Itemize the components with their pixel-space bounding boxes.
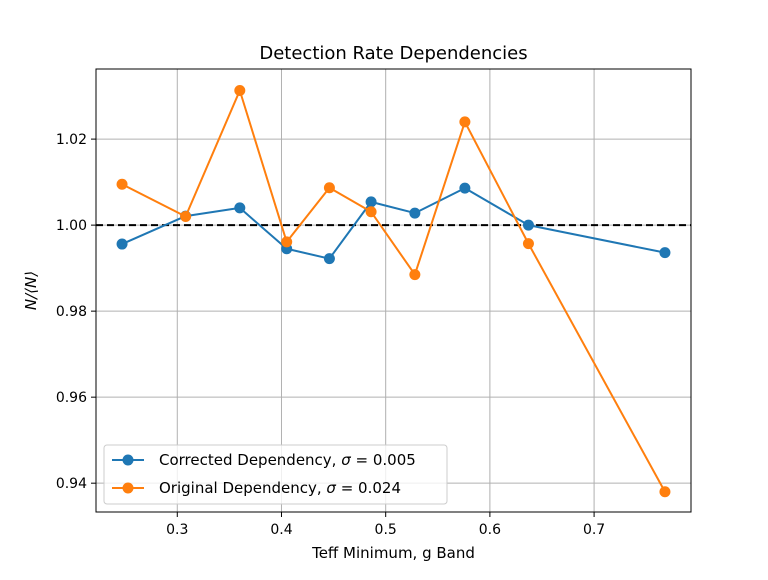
x-tick-label: 0.7 [583,522,605,538]
plot-area-frame [95,68,692,513]
data-point-original [365,206,377,218]
data-point-original [459,116,471,128]
data-point-original [323,182,335,194]
legend-label-corrected: Corrected Dependency, σ = 0.005 [159,451,416,469]
legend-marker-original [122,482,134,494]
legend-label-original-value: = 0.024 [336,479,401,497]
data-point-corrected [522,219,534,231]
y-axis-label: N/⟨N⟩ [22,271,40,310]
data-point-corrected [234,202,246,214]
y-tick-label: 1.02 [56,132,87,148]
legend-label-corrected-value: = 0.005 [351,451,416,469]
data-point-corrected [365,196,377,208]
series-original [116,85,671,498]
series-line-original [121,89,666,493]
data-point-corrected [459,182,471,194]
series-group [116,85,671,498]
legend-label-original-sigma: σ [326,479,336,497]
x-tick-label: 0.6 [479,522,501,538]
legend-label-original: Original Dependency, σ = 0.024 [159,479,401,497]
legend-marker-corrected [122,454,134,466]
x-tick-label: 0.4 [270,522,292,538]
data-point-original [281,236,293,248]
series-line-corrected [121,187,666,260]
x-tick-label: 0.3 [166,522,188,538]
data-point-corrected [323,253,335,265]
legend-box [103,444,448,505]
y-tick-label: 0.96 [56,390,87,406]
data-point-corrected [659,247,671,259]
x-axis-label: Teff Minimum, g Band [311,544,475,562]
x-tick-label: 0.5 [375,522,397,538]
data-point-original [180,211,192,223]
legend-label-corrected-prefix: Corrected Dependency, [159,451,341,469]
data-point-original [409,269,421,281]
legend-label-corrected-sigma: σ [341,451,351,469]
data-point-corrected [409,207,421,219]
data-point-original [234,85,246,97]
legend-label-original-prefix: Original Dependency, [159,479,326,497]
data-point-original [116,178,128,190]
chart-title: Detection Rate Dependencies [259,43,527,64]
y-tick-label: 0.98 [56,304,87,320]
y-tick-label: 0.94 [56,476,87,492]
data-point-corrected [116,238,128,250]
legend: Corrected Dependency, σ = 0.005 Original… [103,444,448,505]
data-point-original [659,486,671,498]
y-tick-label: 1.00 [56,218,87,234]
data-point-original [522,238,534,250]
axis-ticks: 0.3 0.4 0.5 0.6 0.7 0.94 0.96 0.98 1.00 1.02 [56,132,605,538]
